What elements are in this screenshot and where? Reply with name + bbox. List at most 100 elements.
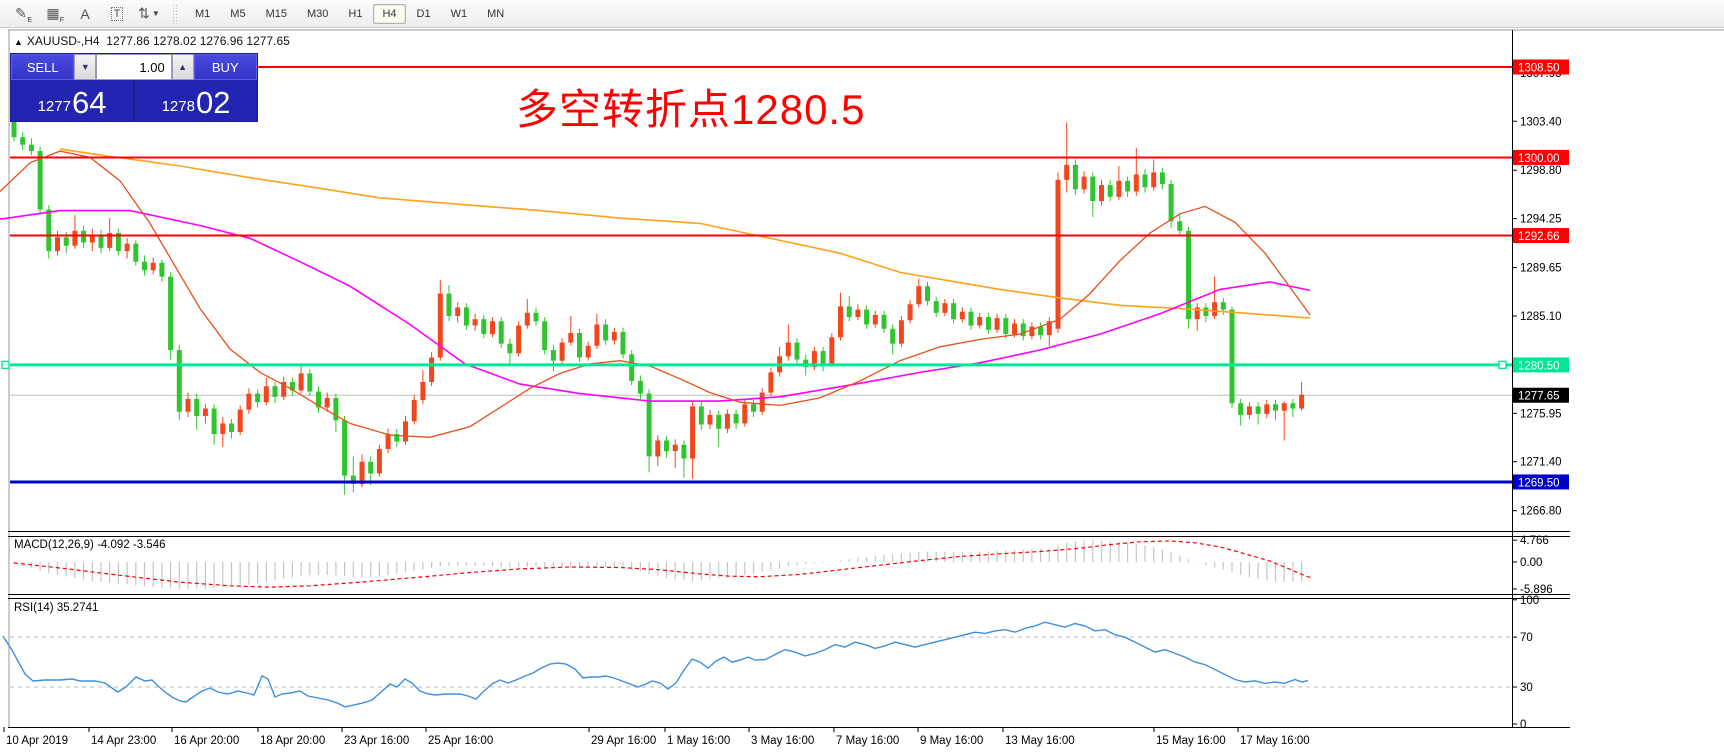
- timeframe-mn[interactable]: MN: [487, 7, 505, 20]
- candle-body: [298, 373, 304, 391]
- price-tick-label: 1271.40: [1520, 457, 1562, 469]
- sell-price-small: 1277: [37, 98, 71, 115]
- candle-body: [533, 312, 539, 322]
- candle-body: [994, 318, 1000, 330]
- candle-body: [838, 306, 843, 338]
- candle-body: [1290, 403, 1296, 409]
- candle-body: [220, 423, 226, 435]
- candle-body: [951, 303, 957, 320]
- candle-body: [498, 321, 504, 344]
- candle-body: [1116, 180, 1122, 197]
- rsi-tick-label: 0: [1520, 719, 1526, 731]
- candle-body: [1238, 403, 1244, 415]
- level-label-1308.50: 1308.50: [1518, 63, 1560, 75]
- candle-body: [1125, 180, 1131, 192]
- candle-body: [507, 343, 513, 354]
- candle-body: [176, 350, 182, 412]
- candle-body: [803, 359, 809, 368]
- macd-label: MACD(12,26,9) -4.092 -3.546: [14, 539, 166, 551]
- timeframe-m30[interactable]: M30: [306, 7, 329, 20]
- candle-body: [185, 398, 191, 412]
- buy-price[interactable]: 1278 02: [135, 80, 257, 121]
- candle-body: [1212, 302, 1218, 316]
- price-tick-label: 1289.65: [1520, 263, 1562, 275]
- draw-studies-icon[interactable]: ✎ E: [15, 5, 32, 24]
- timeframe-w1[interactable]: W1: [450, 7, 468, 20]
- candle-body: [759, 392, 765, 412]
- time-label: 16 Apr 20:00: [174, 735, 239, 747]
- candle-body: [568, 333, 574, 343]
- candle-body: [742, 404, 748, 424]
- sell-price[interactable]: 1277 64: [11, 80, 133, 121]
- timeframe-m5[interactable]: M5: [230, 7, 246, 20]
- level-label-bg: [1513, 59, 1569, 75]
- time-label: 23 Apr 16:00: [344, 735, 409, 747]
- volume-down-button[interactable]: ▼: [74, 54, 97, 80]
- time-label: 3 May 16:00: [751, 735, 814, 747]
- arrows-icon[interactable]: ⇅ ▼: [138, 5, 160, 21]
- level-label-1280.50: 1280.50: [1518, 360, 1560, 372]
- candle-body: [124, 243, 130, 252]
- line-handle[interactable]: [1, 360, 10, 370]
- line-handle[interactable]: [1498, 360, 1507, 370]
- text-label-icon[interactable]: A: [80, 5, 90, 22]
- candle-body: [829, 337, 835, 364]
- timeframe-m15[interactable]: M15: [265, 7, 287, 20]
- toolbar-grip[interactable]: [172, 3, 179, 24]
- candle-body: [1090, 176, 1096, 202]
- candle-body: [524, 312, 530, 326]
- candle-body: [872, 314, 878, 325]
- candle-body: [698, 406, 704, 425]
- candle-body: [133, 243, 139, 262]
- timeframe-h1[interactable]: H1: [348, 7, 363, 20]
- candle-body: [594, 324, 600, 346]
- volume-input[interactable]: 1.00: [96, 54, 172, 80]
- candle-body: [1003, 318, 1009, 335]
- buy-price-small: 1278: [161, 98, 195, 115]
- price-tick-label: 1298.80: [1520, 165, 1562, 177]
- timeframe-group: M1 M5 M15 M30 H1 H4 D1 W1 MN: [185, 3, 514, 24]
- candle-body: [629, 354, 635, 381]
- candle-body: [977, 317, 983, 326]
- rsi-tick-label: 70: [1520, 632, 1533, 644]
- candle-body: [263, 386, 269, 403]
- candle-body: [637, 380, 643, 394]
- candle-body: [1281, 403, 1287, 411]
- candle-body: [202, 408, 208, 416]
- macd-tick-label: 0.00: [1520, 557, 1542, 569]
- candle-body: [1203, 307, 1209, 316]
- time-label: 15 May 16:00: [1156, 735, 1226, 747]
- candle-body: [542, 321, 548, 351]
- candle-body: [159, 262, 165, 277]
- macd-signal-line: [13, 540, 1313, 588]
- volume-up-button[interactable]: ▲: [171, 54, 194, 80]
- candle-body: [890, 328, 896, 344]
- timeframe-h4[interactable]: H4: [373, 3, 406, 24]
- candle-body: [150, 262, 156, 271]
- text-box-icon[interactable]: T: [102, 2, 132, 26]
- candle-body: [1159, 172, 1165, 185]
- buy-button[interactable]: BUY: [193, 54, 257, 80]
- timeframe-d1[interactable]: D1: [416, 7, 431, 20]
- candle-body: [1081, 176, 1087, 190]
- candle-body: [1273, 404, 1278, 411]
- candle-body: [620, 331, 626, 355]
- candle-body: [724, 413, 730, 429]
- candle-body: [403, 421, 408, 442]
- candle-body: [28, 144, 34, 152]
- time-label: 10 Apr 2019: [6, 735, 68, 747]
- candle-body: [1229, 309, 1235, 404]
- timeframe-m1[interactable]: M1: [195, 7, 211, 20]
- ma-slow-orange: [59, 148, 1311, 319]
- candle-body: [1194, 307, 1200, 320]
- grid-icon[interactable]: ▦ F: [46, 5, 64, 24]
- candle-body: [429, 357, 435, 382]
- sell-button[interactable]: SELL: [11, 54, 75, 80]
- candle-body: [916, 286, 922, 305]
- chart-annotation-text: 多空转折点1280.5: [516, 86, 866, 133]
- collapse-triangle-icon[interactable]: ▲: [14, 37, 23, 47]
- rsi-label: RSI(14) 35.2741: [14, 602, 98, 614]
- candle-body: [933, 301, 939, 313]
